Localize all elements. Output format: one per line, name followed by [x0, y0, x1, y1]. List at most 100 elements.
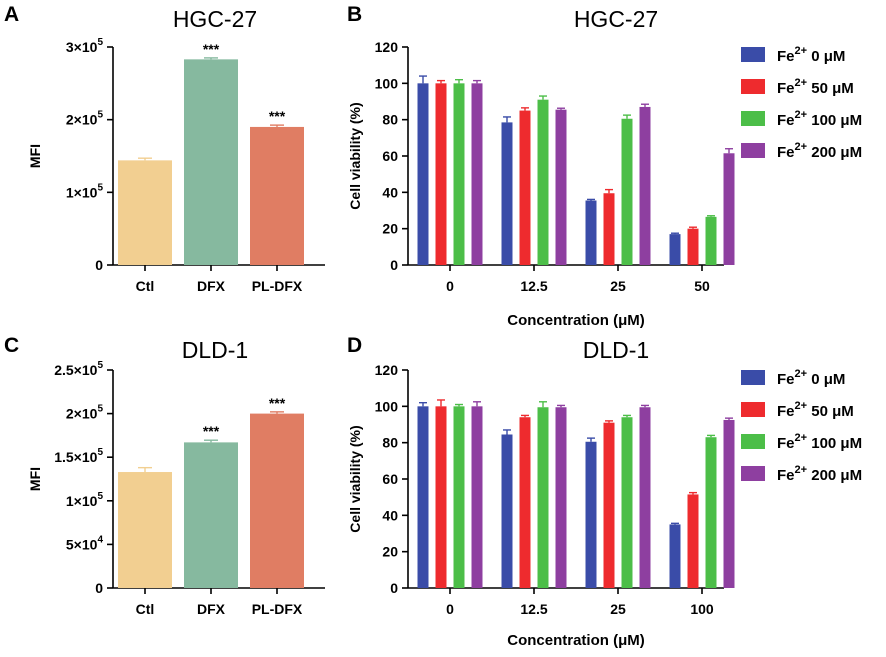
legend-swatch — [741, 466, 765, 481]
legend-label-name: Fe — [777, 144, 795, 161]
chart-title: DLD-1 — [583, 337, 649, 363]
bar — [555, 109, 567, 265]
bar — [687, 228, 699, 265]
bar — [639, 407, 651, 588]
bar — [585, 441, 597, 588]
legend-label-sup: 2+ — [795, 45, 808, 57]
legend-label-name: Fe — [777, 48, 795, 65]
bar — [537, 407, 549, 588]
y-tick-label-exponent: 5 — [97, 360, 103, 371]
y-tick-label-mantissa: 3×10 — [66, 39, 98, 55]
y-tick-label: 0 — [390, 257, 398, 273]
bar — [184, 442, 238, 588]
y-tick-label-mantissa: 2×10 — [66, 406, 98, 422]
x-tick-label: Ctl — [136, 278, 155, 294]
bar — [118, 160, 172, 265]
y-tick-label: 20 — [382, 221, 398, 237]
x-tick-label: 25 — [610, 278, 626, 294]
chart-title: HGC-27 — [574, 6, 658, 32]
legend-label-suffix: 50 μM — [807, 403, 854, 420]
bar — [453, 406, 465, 588]
legend-label: Fe2+ 50 μM — [777, 400, 854, 420]
x-tick-label: 100 — [690, 601, 714, 617]
significance-stars: *** — [203, 41, 220, 57]
y-tick-label-exponent: 5 — [97, 110, 103, 121]
bar — [250, 126, 304, 265]
bar — [435, 83, 447, 265]
y-tick-label: 0 — [95, 580, 103, 596]
legend-label: Fe2+ 0 μM — [777, 368, 845, 388]
y-tick-label: 2.5×105 — [54, 360, 103, 378]
bar — [723, 419, 735, 588]
legend-swatch — [741, 370, 765, 385]
bar — [621, 118, 633, 265]
legend-label: Fe2+ 100 μM — [777, 109, 862, 129]
bar — [435, 406, 447, 588]
bar — [585, 200, 597, 265]
legend-label-suffix: 100 μM — [807, 435, 862, 452]
x-tick-label: DFX — [197, 278, 226, 294]
bar — [603, 193, 615, 265]
x-tick-label: PL-DFX — [252, 601, 303, 617]
y-tick-label: 1×105 — [66, 491, 104, 509]
y-tick-label: 20 — [382, 544, 398, 560]
bar — [501, 434, 513, 588]
y-tick-label-mantissa: 1×10 — [66, 184, 98, 200]
panel-b: B HGC-27 0 20 40 60 80 100 120 Cell viability (%)… — [347, 3, 862, 329]
panel-d: D DLD-1 0 20 40 60 80 100 120 Cell viability (%) 0… — [347, 334, 862, 649]
legend-label-name: Fe — [777, 112, 795, 129]
y-tick-label-mantissa: 1×10 — [66, 493, 98, 509]
bar — [471, 406, 483, 588]
bar — [184, 59, 238, 265]
panel-a: A HGC-2701×1052×1053×105MFICtl***DFX***PL… — [4, 3, 325, 294]
legend-label-name: Fe — [777, 403, 795, 420]
legend-label: Fe2+ 50 μM — [777, 77, 854, 97]
panel-letter: B — [347, 3, 362, 26]
x-tick-label: 50 — [694, 278, 710, 294]
legend-label-name: Fe — [777, 435, 795, 452]
legend-label-name: Fe — [777, 80, 795, 97]
y-tick-label-exponent: 5 — [97, 447, 103, 458]
y-tick-label-exponent: 4 — [97, 534, 103, 545]
y-tick-label: 3×105 — [66, 37, 104, 55]
x-axis-label: Concentration (μM) — [507, 312, 645, 329]
x-tick-label: 12.5 — [520, 601, 547, 617]
y-tick-label-exponent: 5 — [97, 37, 103, 48]
bar — [471, 83, 483, 265]
y-tick-label: 120 — [375, 39, 399, 55]
x-tick-label: 0 — [446, 278, 454, 294]
legend-label: Fe2+ 100 μM — [777, 432, 862, 452]
legend-label: Fe2+ 200 μM — [777, 141, 862, 161]
x-tick-label: Ctl — [136, 601, 155, 617]
y-tick-label-mantissa: 2.5×10 — [54, 362, 97, 378]
legend-label-sup: 2+ — [795, 77, 808, 89]
chart-title: DLD-1 — [182, 337, 248, 363]
bar — [705, 216, 717, 265]
legend-swatch — [741, 47, 765, 62]
significance-stars: *** — [269, 108, 286, 124]
legend-label-sup: 2+ — [795, 109, 808, 121]
legend-label-suffix: 0 μM — [807, 371, 845, 388]
legend-label: Fe2+ 0 μM — [777, 45, 845, 65]
y-tick-label: 100 — [375, 75, 399, 91]
y-tick-label: 60 — [382, 148, 398, 164]
bar — [250, 413, 304, 588]
bar — [669, 524, 681, 588]
y-tick-label-mantissa: 0 — [95, 257, 103, 273]
bar — [537, 99, 549, 265]
legend-label-sup: 2+ — [795, 432, 808, 444]
legend-label: Fe2+ 200 μM — [777, 464, 862, 484]
chart-title: HGC-27 — [173, 6, 257, 32]
bar — [519, 110, 531, 265]
x-tick-label: PL-DFX — [252, 278, 303, 294]
panel-letter: A — [4, 3, 19, 26]
y-tick-label: 5×104 — [66, 534, 104, 552]
x-tick-label: 0 — [446, 601, 454, 617]
bar — [705, 437, 717, 588]
y-tick-label: 60 — [382, 471, 398, 487]
y-tick-label-exponent: 5 — [97, 491, 103, 502]
bar — [687, 494, 699, 588]
legend-label-name: Fe — [777, 467, 795, 484]
x-tick-label: DFX — [197, 601, 226, 617]
legend-label-suffix: 0 μM — [807, 48, 845, 65]
